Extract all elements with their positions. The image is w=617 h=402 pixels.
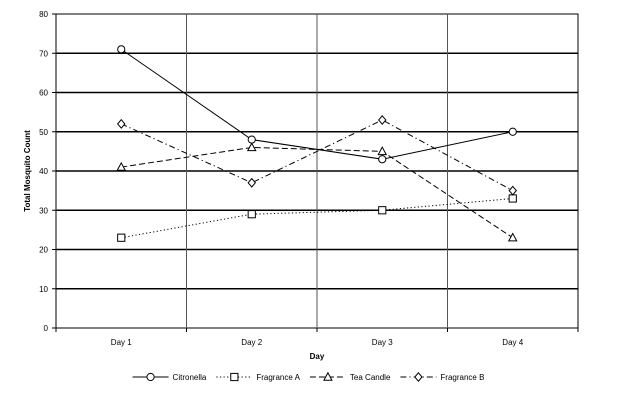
series-line-citronella bbox=[120, 48, 513, 160]
legend-label-citronella: Citronella bbox=[173, 373, 207, 382]
y-axis-title: Total Mosquito Count bbox=[23, 130, 32, 212]
series-fragrance-b bbox=[116, 115, 518, 196]
legend-marker-fragrance-b bbox=[414, 372, 423, 382]
x-axis-title: Day bbox=[310, 352, 325, 361]
legend-marker-tea-candle bbox=[323, 371, 333, 381]
data-point-citronella bbox=[508, 127, 517, 136]
data-point-tea-candle bbox=[377, 146, 388, 156]
data-point-fragrance-a bbox=[378, 206, 387, 215]
series-line-fragrance-b bbox=[121, 119, 513, 192]
legend-marker-citronella bbox=[146, 372, 155, 382]
legend-label-fragrance-b: Fragrance B bbox=[440, 373, 484, 382]
data-point-fragrance-b bbox=[247, 177, 257, 188]
y-tick-label: 60 bbox=[39, 89, 48, 98]
legend: Citronella Fragrance A Tea Candle Fragrance… bbox=[132, 371, 484, 382]
x-tick-label: Day 1 bbox=[111, 338, 132, 347]
x-tick-label: Day 3 bbox=[372, 338, 393, 347]
data-point-citronella bbox=[247, 135, 256, 144]
series-tea-candle bbox=[116, 142, 518, 242]
series-layer bbox=[116, 45, 518, 242]
y-tick-label: 70 bbox=[39, 49, 48, 58]
data-point-fragrance-b bbox=[377, 115, 387, 125]
y-tick-label: 40 bbox=[39, 167, 48, 176]
data-point-tea-candle bbox=[246, 142, 257, 152]
axis-layer: 0 10 20 30 40 50 60 70 80 Day 1 Day 2 Day 3 Day 4 bbox=[39, 10, 579, 347]
y-tick-label: 80 bbox=[39, 10, 48, 19]
legend-label-fragrance-a: Fragrance A bbox=[256, 373, 300, 382]
series-line-fragrance-a bbox=[121, 197, 513, 239]
grid-layer bbox=[55, 13, 579, 329]
data-point-citronella bbox=[378, 155, 387, 164]
legend-item-citronella: Citronella bbox=[132, 372, 207, 382]
legend-item-fragrance-b: Fragrance B bbox=[400, 372, 484, 382]
data-point-fragrance-a bbox=[508, 194, 517, 203]
data-point-tea-candle bbox=[507, 232, 518, 242]
data-point-fragrance-b bbox=[508, 185, 518, 196]
x-tick-label: Day 2 bbox=[241, 338, 262, 347]
y-tick-label: 20 bbox=[39, 246, 48, 255]
data-point-tea-candle bbox=[116, 161, 127, 171]
data-point-citronella bbox=[117, 45, 126, 54]
y-tick-label: 0 bbox=[44, 324, 49, 333]
series-citronella bbox=[117, 45, 517, 164]
y-tick-label: 10 bbox=[39, 285, 48, 294]
data-point-fragrance-a bbox=[247, 210, 256, 219]
legend-marker-fragrance-a bbox=[230, 372, 239, 382]
y-tick-label: 50 bbox=[39, 128, 48, 137]
y-tick-label: 30 bbox=[39, 206, 48, 215]
legend-label-tea-candle: Tea Candle bbox=[350, 373, 391, 382]
data-point-fragrance-b bbox=[116, 118, 126, 129]
legend-item-fragrance-a: Fragrance A bbox=[216, 372, 301, 382]
series-line-tea-candle bbox=[121, 146, 514, 239]
data-point-fragrance-a bbox=[117, 233, 126, 242]
x-tick-label: Day 4 bbox=[502, 338, 523, 347]
legend-item-tea-candle: Tea Candle bbox=[309, 371, 391, 382]
